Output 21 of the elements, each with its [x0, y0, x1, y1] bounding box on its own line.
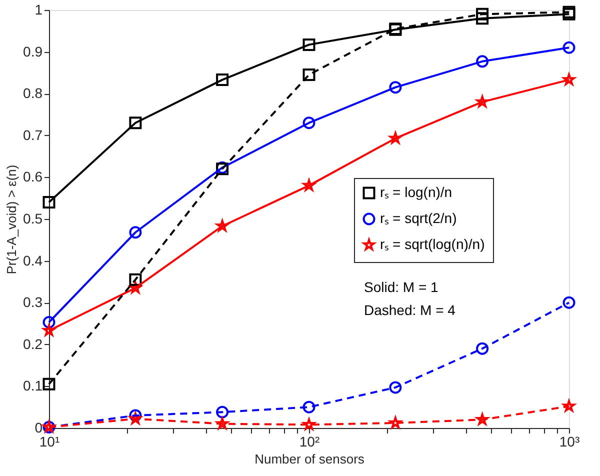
legend-label: rₛ = sqrt(2/n): [380, 210, 457, 226]
y-tick-label: 0.1: [23, 378, 43, 394]
y-tick-label: 0.8: [23, 85, 43, 102]
y-tick-label: 0.7: [23, 126, 43, 143]
x-tick-label: 10²: [299, 434, 320, 450]
x-axis-title: Number of sensors: [254, 452, 365, 466]
annotation: Solid: M = 1: [364, 279, 439, 295]
y-tick-label: 0.4: [23, 252, 43, 268]
y-tick-label: 0.2: [23, 336, 43, 352]
legend-label: rₛ = sqrt(log(n)/n): [380, 236, 485, 252]
y-tick-label: 0.9: [23, 43, 43, 60]
legend-label: rₛ = log(n)/n: [380, 184, 452, 200]
y-tick-label: 1: [34, 2, 43, 18]
y-axis-title: Pr(1-A_void) > ε(n): [4, 164, 20, 274]
x-tick-label: 10³: [559, 434, 580, 450]
y-tick-label: 0.3: [23, 294, 43, 310]
y-tick-label: 0.6: [23, 168, 43, 185]
y-tick-label: 0.5: [23, 210, 43, 226]
x-tick-label: 10¹: [39, 434, 60, 450]
y-tick-label: 0: [34, 420, 43, 436]
annotation: Dashed: M = 4: [364, 302, 456, 318]
